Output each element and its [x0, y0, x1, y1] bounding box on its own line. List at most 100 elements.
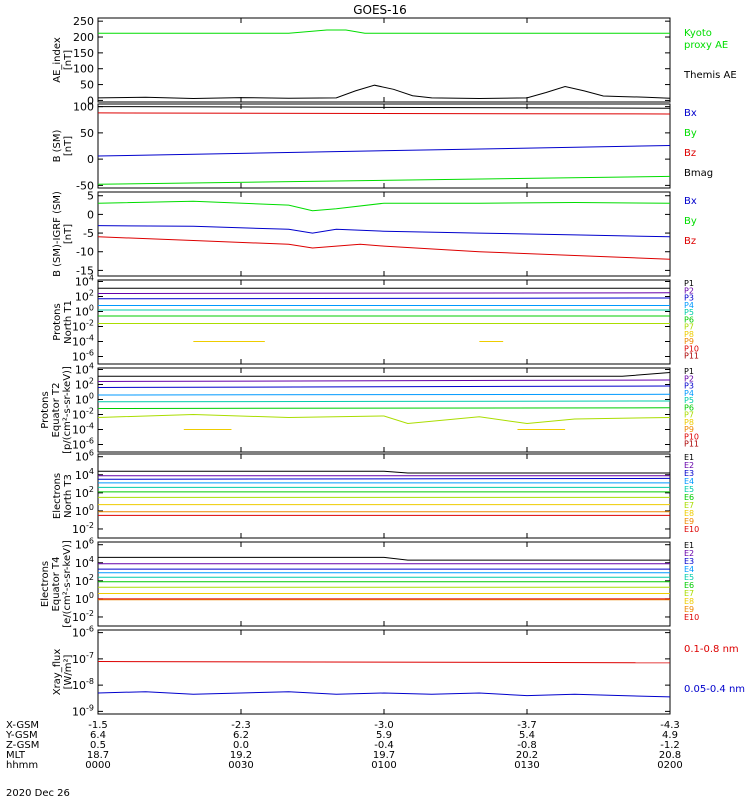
- ytick-label: 10-9: [72, 703, 94, 718]
- series-Bx: [97, 225, 671, 238]
- legend-E4: E4: [684, 477, 694, 486]
- panel-frame: [97, 191, 671, 277]
- legend-P9: P9: [684, 337, 694, 346]
- series-P2: [97, 379, 671, 382]
- ytick-label: 10-6: [72, 349, 94, 364]
- panel-frame: [97, 453, 671, 539]
- legend-Themis-AE: Themis AE: [683, 70, 737, 81]
- panel-frame: [97, 103, 671, 189]
- ytick-label: -5: [83, 227, 94, 240]
- legend-Bz: Bz: [684, 236, 696, 247]
- series-0.1-0.8-nm: [97, 661, 671, 664]
- legend-P3: P3: [684, 382, 694, 391]
- ylabel: ProtonsNorth T1: [52, 300, 74, 344]
- legend-P4: P4: [684, 301, 694, 310]
- series-P6: [97, 407, 671, 409]
- tick-row-label: MLT: [6, 750, 26, 761]
- legend-E1: E1: [684, 453, 694, 462]
- ylabel: ElectronsEquator T4[e/(cm²-s-sr-keV)]: [40, 540, 73, 628]
- legend-E10: E10: [684, 613, 699, 622]
- series-Bx: [97, 145, 671, 157]
- ytick-label: 106: [75, 449, 94, 464]
- figure-title: GOES-16: [353, 3, 407, 17]
- legend-P2: P2: [684, 286, 694, 295]
- series-E1: [98, 556, 670, 561]
- tick-value: 6.2: [233, 730, 249, 741]
- legend-Bz: Bz: [684, 148, 696, 159]
- legend-P8: P8: [684, 418, 694, 427]
- legend-P5: P5: [684, 308, 694, 317]
- legend-E3: E3: [684, 469, 694, 478]
- tick-value: -0.4: [374, 740, 394, 751]
- legend-P7: P7: [684, 323, 694, 332]
- ytick-label: 10-2: [72, 407, 94, 422]
- legend-P5: P5: [684, 396, 694, 405]
- series-By: [97, 175, 671, 185]
- legend-E2: E2: [684, 461, 694, 470]
- ytick-label: 0: [87, 153, 94, 166]
- legend-Bx: Bx: [684, 196, 697, 207]
- legend-E7: E7: [684, 501, 694, 510]
- date-label: 2020 Dec 26: [6, 788, 70, 799]
- tick-value: 0000: [85, 760, 110, 771]
- ytick-label: 10-2: [72, 319, 94, 334]
- series-E3: [97, 477, 671, 480]
- panel-frame: [97, 629, 671, 715]
- legend-E8: E8: [684, 509, 694, 518]
- ytick-label: 50: [80, 79, 94, 92]
- series-Bmag: [97, 106, 671, 109]
- legend-P10: P10: [684, 432, 699, 441]
- ytick-label: -50: [76, 179, 94, 192]
- series-P5: [97, 400, 671, 403]
- legend-By: By: [684, 128, 697, 139]
- tick-table: X-GSM -1.5 -2.3 -3.0 -3.7 -4.3 Y-GSM 6.4 6.2 5.9 5…: [5, 720, 683, 771]
- legend-Kyoto: Kyoto: [684, 28, 712, 39]
- ytick-label: 104: [75, 362, 94, 377]
- legend-P6: P6: [684, 403, 694, 412]
- ytick-label: 104: [75, 555, 94, 570]
- ytick-label: -10: [76, 246, 94, 259]
- series-P3: [97, 297, 671, 300]
- ytick-label: 0: [87, 208, 94, 221]
- panel-bsm: 100 50 0 -50 B (SM)[nT] Bx By Bz Bmag: [52, 101, 713, 193]
- legend-E7: E7: [684, 589, 694, 598]
- ytick-label: 10-8: [72, 677, 94, 692]
- legend-proxy-AE: proxy AE: [684, 40, 728, 51]
- legend-E5: E5: [684, 485, 694, 494]
- ylabel: B (SM)[nT]: [52, 129, 74, 162]
- ylabel: B (SM)-IGRF (SM)[nT]: [52, 191, 74, 277]
- panel-bigrf: 5 0 -5 -10 -15B (SM)-IGRF (SM)[nT] Bx By Bz: [52, 190, 697, 278]
- ytick-label: 10-4: [72, 422, 94, 437]
- ytick-label: 0: [87, 94, 94, 107]
- legend-Bmag: Bmag: [684, 168, 713, 179]
- ytick-label: 100: [73, 101, 94, 114]
- ytick-label: 5: [87, 190, 94, 203]
- ytick-label: 100: [75, 591, 94, 606]
- ytick-label: 10-2: [72, 521, 94, 536]
- tick-value: -1.5: [88, 720, 108, 731]
- legend-P10: P10: [684, 344, 699, 353]
- tick-value: 0200: [657, 760, 682, 771]
- ytick-label: 102: [75, 377, 94, 392]
- series-By: [97, 200, 671, 212]
- ylabel: ElectronsNorth T3: [52, 473, 74, 519]
- ytick-label: 100: [73, 63, 94, 76]
- tick-value: 0.0: [233, 740, 249, 751]
- ytick-label: 10-4: [72, 334, 94, 349]
- legend-P6: P6: [684, 315, 694, 324]
- series-P4: [97, 393, 671, 396]
- legend-E4: E4: [684, 565, 694, 574]
- tick-value: 19.7: [373, 750, 395, 761]
- legend-E6: E6: [684, 493, 694, 502]
- legend-P4: P4: [684, 389, 694, 398]
- tick-value: -4.3: [660, 720, 680, 731]
- panel-xray: 10-6 10-7 10-8 10-9 Xray_flux[W/m²] 0.1-0.8 n…: [52, 625, 745, 719]
- legend-P1: P1: [684, 367, 694, 376]
- panel-frame: [97, 541, 671, 627]
- tick-value: -0.8: [517, 740, 537, 751]
